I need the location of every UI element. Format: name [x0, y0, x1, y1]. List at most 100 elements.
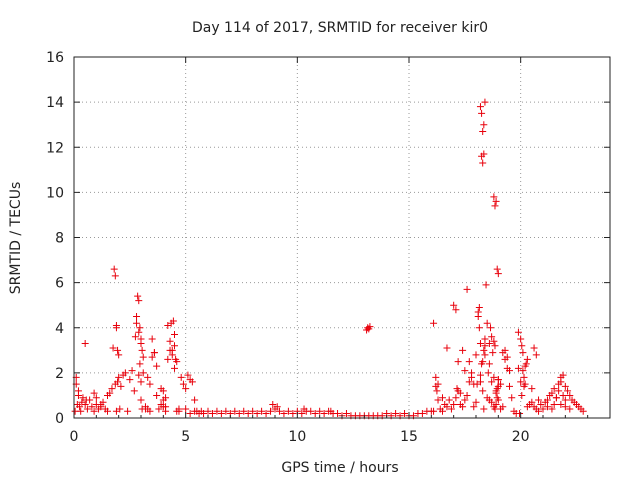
data-point: [465, 378, 473, 386]
data-point: [316, 407, 324, 415]
data-point: [171, 331, 178, 339]
data-point: [104, 407, 111, 415]
data-point: [191, 396, 199, 404]
data-point: [552, 394, 560, 402]
y-tick-label: 10: [46, 185, 64, 201]
data-point: [109, 344, 117, 352]
data-point: [76, 403, 84, 411]
data-point: [517, 335, 525, 343]
data-point: [456, 389, 464, 397]
data-point: [445, 396, 453, 404]
data-point: [117, 382, 125, 390]
data-point: [136, 324, 144, 332]
data-point: [480, 346, 488, 354]
data-point: [434, 396, 442, 404]
data-point: [492, 197, 500, 205]
data-point: [136, 360, 144, 368]
data-point: [489, 349, 497, 357]
data-point: [494, 396, 502, 404]
data-point: [131, 333, 139, 341]
data-point: [81, 340, 89, 348]
data-point: [334, 409, 342, 417]
data-point: [488, 398, 496, 406]
data-point: [535, 407, 543, 415]
data-point: [485, 360, 493, 368]
data-point: [141, 405, 149, 413]
data-point: [561, 396, 569, 404]
data-point: [289, 409, 297, 417]
data-point: [490, 337, 498, 345]
data-point: [253, 409, 261, 417]
data-point: [523, 355, 531, 363]
data-point: [480, 121, 488, 129]
data-point: [443, 344, 451, 352]
data-point: [561, 382, 569, 390]
data-point: [450, 400, 458, 408]
data-point: [115, 373, 123, 381]
data-point: [231, 407, 239, 415]
data-point: [516, 409, 524, 417]
data-point: [298, 409, 306, 417]
data-point: [97, 400, 105, 408]
data-point: [133, 312, 141, 320]
data-point: [401, 409, 409, 417]
data-point: [159, 387, 167, 395]
data-point: [157, 400, 165, 408]
data-point: [492, 400, 500, 408]
data-point: [476, 103, 484, 111]
data-point: [134, 292, 142, 300]
data-point: [135, 371, 143, 379]
data-point: [175, 407, 183, 415]
data-point: [222, 407, 230, 415]
data-point: [480, 405, 488, 413]
data-point: [518, 391, 526, 399]
data-point: [137, 340, 145, 348]
x-tick-label: 5: [181, 429, 190, 445]
data-point: [461, 396, 469, 404]
data-point: [519, 349, 527, 357]
data-point: [503, 353, 511, 361]
data-point: [153, 391, 161, 399]
data-point: [550, 385, 558, 393]
data-point: [172, 355, 180, 363]
data-point: [555, 387, 563, 395]
data-point: [150, 349, 158, 357]
data-point: [514, 364, 522, 372]
data-point: [472, 398, 480, 406]
data-point: [90, 407, 98, 415]
data-point: [166, 337, 174, 345]
data-point: [430, 407, 438, 415]
data-point: [168, 351, 176, 359]
data-point: [481, 351, 489, 359]
data-point: [148, 335, 156, 343]
data-point: [275, 407, 283, 415]
x-tick-label: 20: [512, 429, 530, 445]
data-point: [468, 373, 476, 381]
data-point: [139, 353, 147, 361]
data-point: [133, 319, 141, 327]
data-point: [548, 389, 556, 397]
data-point: [439, 394, 446, 402]
data-point: [452, 394, 460, 402]
grid-lines: [74, 57, 610, 418]
data-point: [474, 308, 482, 316]
data-point: [327, 407, 335, 415]
data-point: [475, 324, 483, 332]
data-point: [559, 391, 567, 399]
y-tick-label: 2: [55, 366, 64, 382]
data-point: [506, 382, 513, 390]
data-point: [262, 409, 270, 417]
data-point: [191, 407, 199, 415]
data-point: [479, 387, 487, 395]
data-point: [493, 265, 501, 273]
data-point: [135, 328, 143, 336]
data-point: [476, 340, 484, 348]
data-point: [82, 396, 90, 404]
data-point: [300, 405, 308, 413]
data-point: [472, 351, 480, 359]
data-point: [430, 319, 438, 327]
data-point: [488, 333, 496, 341]
chart-title: Day 114 of 2017, SRMTID for receiver kir…: [192, 20, 488, 36]
data-point: [88, 403, 96, 411]
